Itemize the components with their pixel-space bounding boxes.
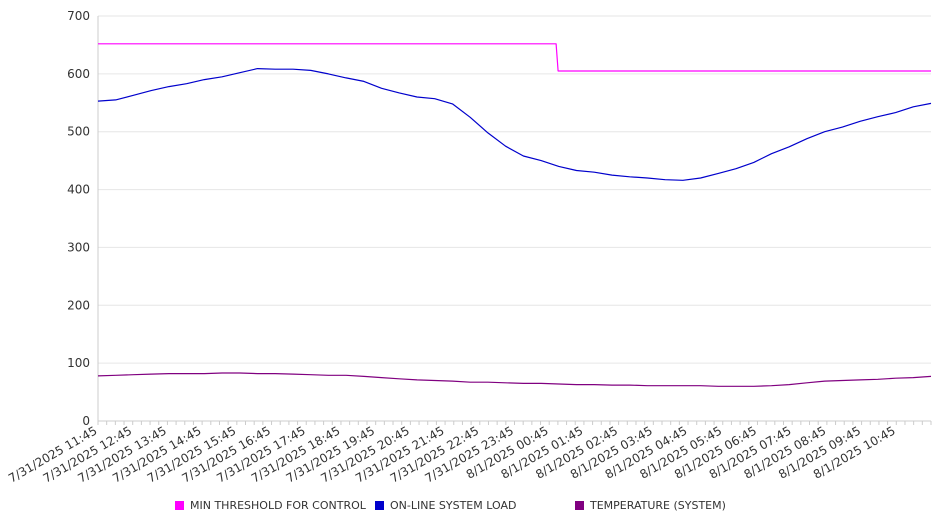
- series-line-temperature: [97, 372, 932, 387]
- series-line-system-load: [97, 68, 932, 181]
- y-tick-label: 200: [67, 298, 90, 312]
- y-tick-label: 500: [67, 125, 90, 139]
- legend-label-system-load: ON-LINE SYSTEM LOAD: [390, 499, 517, 512]
- y-tick-label: 600: [67, 67, 90, 81]
- legend-label-temperature: TEMPERATURE (SYSTEM): [590, 499, 726, 512]
- legend-label-min-threshold: MIN THRESHOLD FOR CONTROL: [190, 499, 366, 512]
- axes: [97, 16, 932, 425]
- legend-item-system-load: ON-LINE SYSTEM LOAD: [375, 499, 516, 512]
- y-tick-label: 100: [67, 356, 90, 370]
- legend-item-min-threshold: MIN THRESHOLD FOR CONTROL: [175, 499, 366, 512]
- legend: MIN THRESHOLD FOR CONTROL ON-LINE SYSTEM…: [0, 496, 946, 516]
- y-tick-label: 300: [67, 240, 90, 254]
- x-axis-ticks: 7/31/2025 11:457/31/2025 12:457/31/2025 …: [6, 423, 898, 485]
- legend-swatch-temperature: [575, 501, 584, 510]
- y-axis-ticks: 0 100 200 300 400 500 600 700: [67, 9, 90, 428]
- y-tick-label: 400: [67, 183, 90, 197]
- y-tick-label: 700: [67, 9, 90, 23]
- series-line-min-threshold: [98, 43, 931, 72]
- line-chart: 0 100 200 300 400 500 600 700 7/31/2025 11:457/…: [6, 9, 932, 486]
- legend-item-temperature: TEMPERATURE (SYSTEM): [575, 499, 726, 512]
- legend-swatch-system-load: [375, 501, 384, 510]
- y-tick-label: 0: [82, 414, 90, 428]
- series-lines: [97, 43, 932, 387]
- legend-swatch-min-threshold: [175, 501, 184, 510]
